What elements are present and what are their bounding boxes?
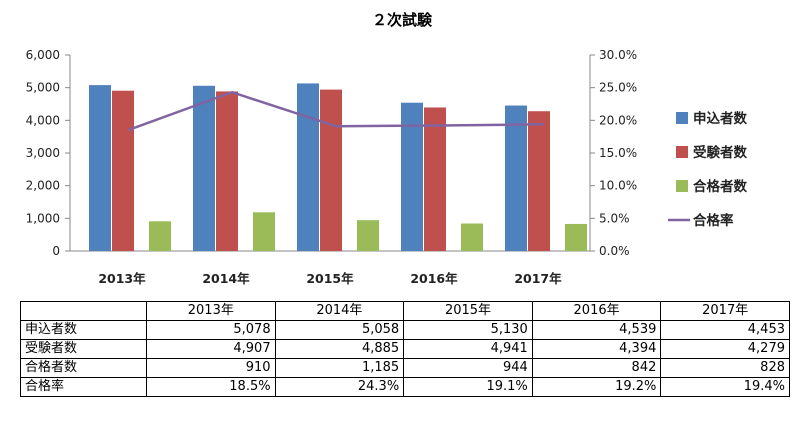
bar-1-2014年 [193, 85, 215, 251]
table-cell: 4,279 [660, 339, 790, 359]
x-tick-label: 2015年 [306, 271, 354, 286]
table-header-cell: 2014年 [274, 301, 405, 321]
bar-3-2014年 [253, 212, 275, 251]
table-cell: 19.4% [660, 377, 790, 397]
y-left-tick-label: 6,000 [26, 48, 60, 62]
y-right-tick-label: 15.0% [599, 146, 637, 160]
y-right-tick-label: 0.0% [599, 244, 630, 258]
table-row-header: 受験者数 [20, 339, 147, 359]
y-right-tick-label: 30.0% [599, 48, 637, 62]
table-header-cell: 2013年 [146, 301, 276, 321]
chart-title: ２次試験 [372, 11, 433, 29]
y-right-tick-label: 10.0% [599, 179, 637, 193]
y-left-tick-label: 3,000 [26, 146, 60, 160]
table-row: 合格者数 910 1,185 944 842 828 [20, 358, 790, 378]
bar-1-2015年 [297, 83, 319, 251]
y-left-tick-label: 4,000 [26, 113, 60, 127]
table-cell: 4,885 [274, 339, 405, 359]
y-right-tick-label: 5.0% [599, 211, 630, 225]
x-tick-label: 2017年 [514, 271, 562, 286]
table-cell: 19.1% [403, 377, 533, 397]
line-series-pass-rate [127, 90, 545, 132]
table-row-header: 合格者数 [20, 358, 147, 378]
table-cell: 5,130 [403, 320, 533, 340]
table-cell: 18.5% [146, 377, 276, 397]
x-tick-label: 2013年 [98, 271, 146, 286]
table-cell: 4,907 [146, 339, 276, 359]
combo-chart: ２次試験 0 1,000 2,000 3,000 4,000 5,000 6,000 0.0% 5… [26, 11, 748, 286]
table-cell: 4,453 [660, 320, 790, 340]
table-row: 申込者数 5,078 5,058 5,130 4,539 4,453 [20, 320, 790, 340]
bar-3-2015年 [357, 220, 379, 251]
table-cell: 4,394 [531, 339, 662, 359]
bar-1-2016年 [401, 102, 423, 251]
legend-label: 受験者数 [693, 144, 747, 161]
table-row: 受験者数 4,907 4,885 4,941 4,394 4,279 [20, 339, 790, 359]
table-corner-cell [20, 301, 147, 321]
bar-2-2013年 [112, 90, 134, 251]
bar-2-2014年 [216, 91, 238, 251]
y-left-tick-label: 5,000 [26, 81, 60, 95]
y-left-tick-label: 1,000 [26, 211, 60, 225]
legend-swatch [676, 146, 688, 158]
table-cell: 24.3% [274, 377, 405, 397]
table-row: 合格率 18.5% 24.3% 19.1% 19.2% 19.4% [20, 377, 790, 397]
table-body: 申込者数 5,078 5,058 5,130 4,539 4,453 受験者数 4,907 4,… [20, 320, 790, 397]
table-row-header: 合格率 [20, 377, 147, 397]
table-header-cell: 2015年 [403, 301, 533, 321]
x-tick-label: 2016年 [410, 271, 458, 286]
legend-label: 申込者数 [693, 110, 747, 127]
table-cell: 5,078 [146, 320, 276, 340]
legend-swatch [676, 112, 688, 124]
bar-2-2016年 [424, 107, 446, 251]
legend-label: 合格者数 [693, 178, 747, 195]
data-table: 2013年 2014年 2015年 2016年 2017年 申込者数 5,078 5,058… [20, 301, 790, 397]
table-header-row: 2013年 2014年 2015年 2016年 2017年 [20, 301, 790, 321]
table-cell: 4,941 [403, 339, 533, 359]
table-cell: 910 [146, 358, 276, 378]
y-left-tick-label: 0 [52, 244, 60, 258]
table-cell: 828 [660, 358, 790, 378]
table-cell: 4,539 [531, 320, 662, 340]
table-row-header: 申込者数 [20, 320, 147, 340]
bar-2-2017年 [528, 111, 550, 251]
y-left-tick-label: 2,000 [26, 179, 60, 193]
y-right-tick-label: 20.0% [599, 113, 637, 127]
table-cell: 5,058 [274, 320, 405, 340]
bar-3-2017年 [565, 223, 587, 251]
table-cell: 944 [403, 358, 533, 378]
legend-label: 合格率 [693, 212, 734, 229]
bar-2-2015年 [320, 89, 342, 252]
table-cell: 842 [531, 358, 662, 378]
table-header-cell: 2016年 [531, 301, 662, 321]
legend-swatch [676, 180, 688, 192]
x-tick-label: 2014年 [202, 271, 250, 286]
table-cell: 1,185 [274, 358, 405, 378]
y-right-tick-label: 25.0% [599, 81, 637, 95]
bar-1-2017年 [505, 105, 527, 251]
table-header-cell: 2017年 [660, 301, 790, 321]
bar-3-2013年 [149, 221, 171, 251]
bar-3-2016年 [461, 223, 483, 251]
bar-1-2013年 [89, 85, 111, 251]
table-cell: 19.2% [531, 377, 662, 397]
